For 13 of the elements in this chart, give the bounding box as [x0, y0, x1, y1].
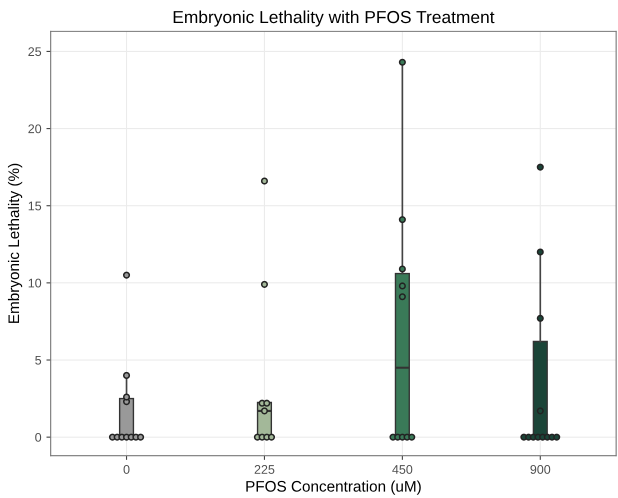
y-tick-label: 25	[28, 47, 42, 56]
y-tick-label: 5	[35, 356, 42, 365]
chart-title: Embryonic Lethality with PFOS Treatment	[174, 10, 494, 27]
x-tick-label: 450	[392, 465, 412, 474]
x-tick-label: 225	[254, 465, 274, 474]
y-tick-label: 0	[35, 432, 42, 442]
x-axis-title: PFOS Concentration (uM)	[246, 480, 421, 495]
y-tick-label: 15	[28, 202, 42, 210]
y-tick-label: 20	[28, 124, 42, 134]
x-tick-label: 900	[530, 465, 550, 474]
x-tick-label: 0	[124, 465, 130, 474]
y-tick-label: 10	[28, 278, 42, 288]
y-axis-title: Embryonic Lethality (%)	[8, 164, 22, 323]
